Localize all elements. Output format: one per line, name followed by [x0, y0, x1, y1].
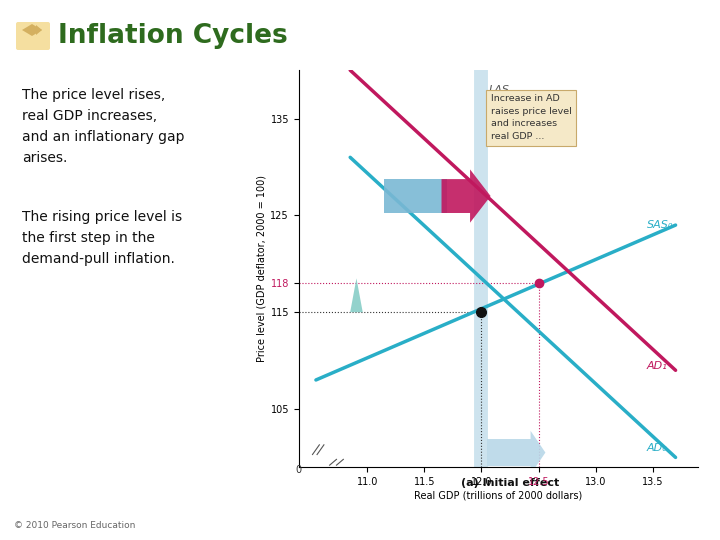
FancyArrow shape: [441, 170, 490, 222]
Polygon shape: [350, 278, 363, 312]
Text: Increase in AD
raises price level
and increases
real GDP ...: Increase in AD raises price level and in…: [490, 94, 572, 141]
Text: AD₁: AD₁: [647, 361, 667, 370]
FancyBboxPatch shape: [16, 22, 50, 50]
Polygon shape: [36, 25, 42, 35]
Text: LAS: LAS: [488, 85, 509, 94]
Text: AD₀: AD₀: [647, 443, 667, 453]
Text: Inflation Cycles: Inflation Cycles: [58, 23, 288, 49]
FancyArrow shape: [487, 431, 546, 474]
Text: SAS₀: SAS₀: [647, 220, 673, 230]
FancyArrow shape: [384, 179, 447, 213]
Text: (a) Initial effect: (a) Initial effect: [461, 478, 559, 488]
Text: 0: 0: [296, 465, 302, 475]
Text: © 2010 Pearson Education: © 2010 Pearson Education: [14, 521, 135, 530]
Y-axis label: Price level (GDP deflator, 2000 = 100): Price level (GDP deflator, 2000 = 100): [256, 175, 266, 362]
Text: The rising price level is
the first step in the
demand-pull inflation.: The rising price level is the first step…: [22, 210, 182, 266]
Text: The price level rises,
real GDP increases,
and an inflationary gap
arises.: The price level rises, real GDP increase…: [22, 88, 184, 165]
Polygon shape: [22, 24, 42, 36]
X-axis label: Real GDP (trillions of 2000 dollars): Real GDP (trillions of 2000 dollars): [415, 491, 582, 501]
